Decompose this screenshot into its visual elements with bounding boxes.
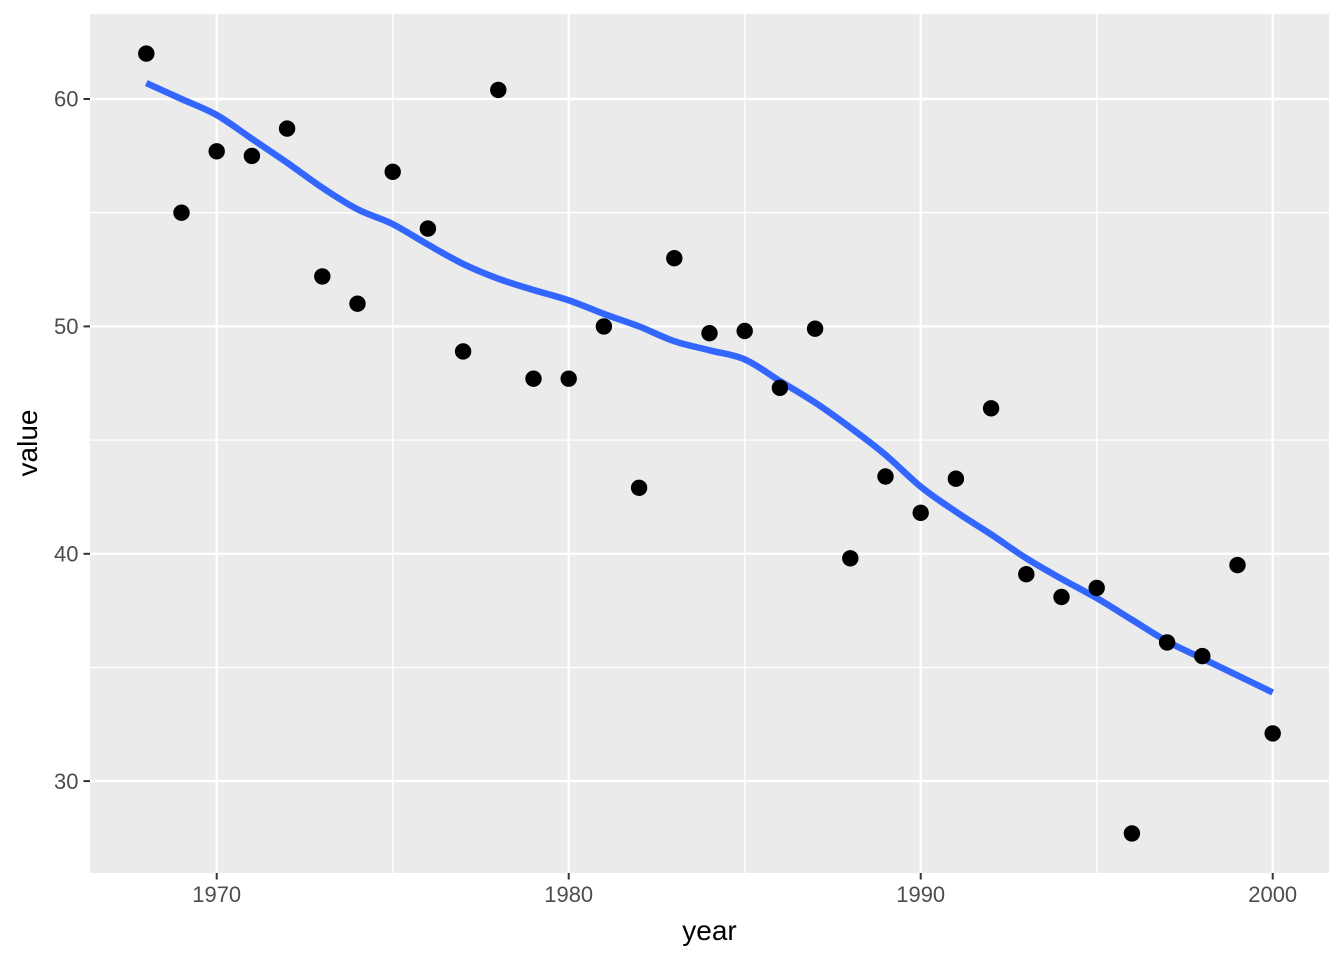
data-point	[842, 550, 859, 567]
y-tick-label: 60	[54, 87, 78, 112]
data-point	[525, 370, 542, 387]
data-point	[806, 320, 824, 337]
data-point	[138, 45, 155, 62]
data-point	[666, 250, 683, 267]
data-point	[419, 220, 437, 237]
data-point	[173, 204, 190, 221]
data-point	[1158, 634, 1176, 651]
y-tick-label: 30	[54, 769, 78, 794]
data-point	[208, 143, 225, 160]
data-point	[384, 163, 401, 180]
data-point	[243, 147, 261, 165]
data-point	[1053, 588, 1070, 606]
data-point	[278, 120, 296, 137]
data-point	[947, 470, 965, 487]
data-point	[1264, 725, 1281, 742]
x-tick-label: 1990	[896, 882, 945, 907]
x-tick-label: 1970	[192, 882, 241, 907]
data-point	[982, 400, 1000, 417]
data-point	[490, 81, 507, 99]
data-point	[1088, 579, 1105, 597]
x-axis-title: year	[682, 915, 737, 946]
y-tick-label: 40	[54, 542, 78, 567]
data-point	[560, 370, 577, 387]
data-point	[1194, 647, 1211, 665]
data-point	[314, 268, 331, 285]
data-point	[595, 318, 613, 335]
smooth-trend-line	[144, 80, 1275, 696]
data-point	[877, 468, 894, 485]
y-axis-title: value	[12, 409, 43, 477]
data-point	[1123, 825, 1141, 842]
data-point	[1018, 566, 1035, 583]
data-point	[736, 322, 753, 340]
panel-background	[90, 14, 1329, 873]
x-tick-label: 1980	[544, 882, 593, 907]
x-tick-label: 2000	[1248, 882, 1297, 907]
data-point	[701, 325, 718, 342]
data-point	[349, 295, 366, 312]
data-point	[630, 479, 648, 496]
data-point	[912, 504, 929, 521]
y-tick-label: 50	[54, 314, 78, 339]
data-point	[1229, 556, 1246, 574]
data-point	[454, 343, 472, 360]
data-point	[771, 379, 789, 396]
